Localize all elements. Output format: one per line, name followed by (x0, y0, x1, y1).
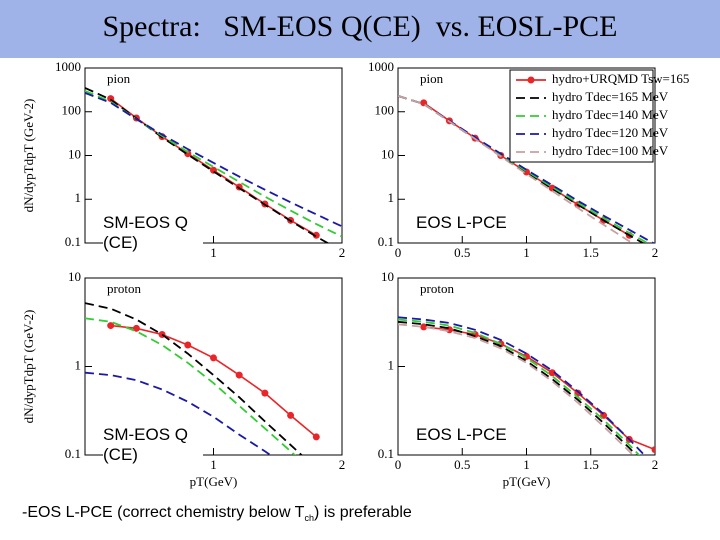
legend-label: hydro Tdec=165 MeV (552, 89, 669, 104)
y-tick-label: 0.1 (65, 446, 81, 461)
y-tick-label: 10 (381, 269, 394, 284)
x-axis-label: pT(GeV) (503, 474, 551, 489)
marker (312, 231, 320, 239)
x-tick-label: 1 (210, 457, 217, 472)
annotation: SM-EOS Q (CE) (103, 425, 203, 465)
footer-text: -EOS L-PCE (correct chemistry below T (22, 504, 305, 521)
y-tick-label: 1 (388, 357, 395, 372)
legend-label: hydro Tdec=120 MeV (552, 125, 669, 140)
marker (132, 324, 140, 332)
marker (184, 341, 192, 349)
x-tick-label: 1 (523, 245, 530, 260)
legend-label: hydro Tdec=100 MeV (552, 143, 669, 158)
y-tick-label: 1000 (55, 59, 81, 74)
x-tick-label: 1 (523, 457, 530, 472)
series-line (85, 317, 297, 455)
panel-label: pion (420, 71, 444, 86)
x-tick-label: 2 (652, 245, 659, 260)
x-tick-label: 2 (652, 457, 659, 472)
x-tick-label: 0 (395, 457, 402, 472)
series-line (398, 316, 646, 455)
marker (235, 371, 243, 379)
y-tick-label: 0.1 (378, 234, 394, 249)
x-tick-label: 0 (395, 245, 402, 260)
series-line (398, 95, 634, 243)
plot-area (85, 87, 342, 243)
annotation: EOS L-PCE (416, 425, 516, 445)
series-line (85, 87, 330, 243)
series-line (398, 323, 635, 455)
x-tick-label: 1 (210, 245, 217, 260)
y-tick-label: 1000 (368, 59, 394, 74)
footer: -EOS L-PCE (correct chemistry below Tch)… (22, 504, 412, 523)
plot-area (398, 316, 655, 455)
annotation: SM-EOS Q (CE) (103, 213, 203, 253)
y-tick-label: 1 (75, 190, 82, 205)
y-tick-label: 1 (75, 357, 82, 372)
legend-label: hydro+URQMD Tsw=165 (552, 71, 689, 86)
series-line (85, 371, 272, 455)
marker (287, 411, 295, 419)
marker (523, 352, 530, 360)
panel-label: proton (107, 281, 141, 296)
marker (261, 389, 269, 397)
series-line (85, 92, 342, 228)
title-bar: Spectra: SM-EOS Q(CE) vs. EOSL-PCE (0, 0, 720, 58)
x-tick-label: 2 (339, 457, 346, 472)
x-tick-label: 1.5 (583, 245, 599, 260)
panel-label: proton (420, 281, 454, 296)
y-tick-label: 100 (62, 103, 82, 118)
marker (548, 369, 556, 377)
y-tick-label: 100 (375, 103, 395, 118)
series-line (423, 326, 655, 451)
x-tick-label: 1.5 (583, 457, 599, 472)
x-tick-label: 0.5 (454, 245, 470, 260)
panel-label: pion (107, 71, 131, 86)
legend-marker (527, 76, 535, 84)
y-tick-label: 10 (68, 269, 81, 284)
series-line (398, 320, 638, 455)
plot-area (398, 95, 655, 243)
marker (210, 354, 217, 362)
series-line (398, 318, 641, 455)
annotation: EOS L-PCE (416, 213, 516, 233)
footer-subscript: ch (304, 513, 314, 524)
x-axis-label: pT(GeV) (190, 474, 238, 489)
marker (312, 433, 320, 441)
x-tick-label: 0.5 (454, 457, 470, 472)
marker (420, 323, 428, 331)
y-tick-label: 10 (68, 146, 81, 161)
y-tick-label: 1 (388, 190, 395, 205)
marker (107, 322, 115, 330)
x-tick-label: 2 (339, 245, 346, 260)
slide-title: Spectra: SM-EOS Q(CE) vs. EOSL-PCE (102, 10, 618, 43)
marker (651, 446, 655, 454)
plot-area (85, 302, 320, 455)
y-tick-label: 0.1 (378, 446, 394, 461)
y-tick-label: 10 (381, 146, 394, 161)
y-axis-label: dN/dypTdpT (GeV-2) (21, 310, 36, 424)
y-axis-label: dN/dypTdpT (GeV-2) (21, 99, 36, 213)
footer-text: ) is preferable (313, 504, 412, 521)
series-line (85, 302, 303, 455)
legend-label: hydro Tdec=140 MeV (552, 107, 669, 122)
y-tick-label: 0.1 (65, 234, 81, 249)
